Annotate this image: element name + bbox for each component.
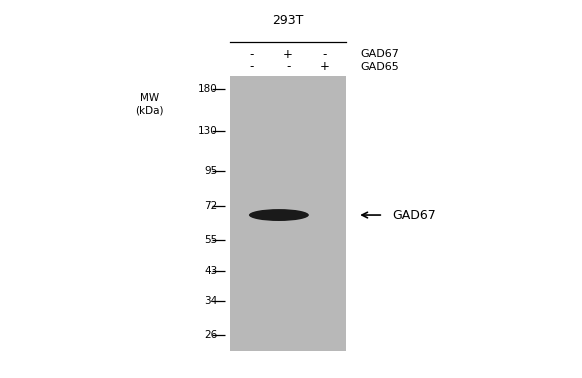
- Text: 180: 180: [198, 84, 218, 94]
- Text: -: -: [249, 60, 253, 73]
- Text: +: +: [283, 48, 293, 61]
- Text: GAD67: GAD67: [360, 49, 399, 59]
- Text: 72: 72: [204, 201, 218, 211]
- Text: -: -: [286, 60, 290, 73]
- Text: 26: 26: [204, 330, 218, 340]
- Text: 293T: 293T: [272, 14, 304, 27]
- Text: 34: 34: [204, 296, 218, 306]
- Text: -: -: [249, 48, 253, 61]
- Text: GAD65: GAD65: [360, 62, 399, 72]
- Text: GAD67: GAD67: [392, 209, 436, 222]
- Text: -: -: [323, 48, 327, 61]
- Text: 130: 130: [198, 126, 218, 136]
- Text: MW
(kDa): MW (kDa): [136, 93, 164, 116]
- Text: +: +: [320, 60, 330, 73]
- Text: 95: 95: [204, 166, 218, 176]
- Text: 55: 55: [204, 235, 218, 245]
- Bar: [230, 76, 346, 351]
- Text: 43: 43: [204, 266, 218, 276]
- Ellipse shape: [249, 209, 309, 221]
